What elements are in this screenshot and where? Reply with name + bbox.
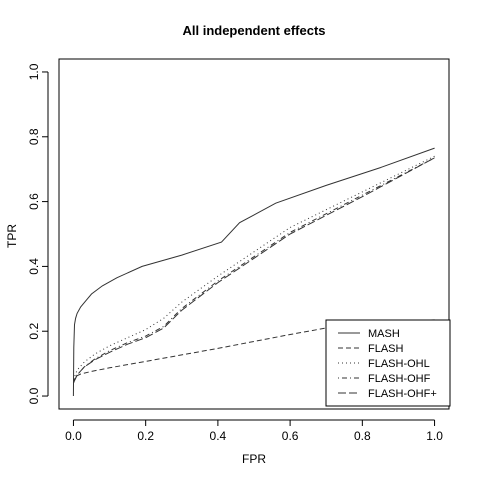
legend-label: FLASH-OHF+ (368, 388, 437, 400)
x-tick-label: 0.2 (137, 429, 154, 443)
chart-title: All independent effects (182, 23, 325, 38)
legend-label: MASH (368, 328, 400, 340)
y-axis-title: TPR (5, 224, 19, 248)
y-tick-label: 0.4 (27, 258, 41, 275)
plot-layer: 0.0 0.2 0.4 0.6 0.8 1.0 0.0 0.2 0.4 0.6 0.8 1.0 (27, 58, 450, 443)
legend-label: FLASH-OHF (368, 373, 431, 385)
legend-label: FLASH (368, 343, 404, 355)
x-tick-label: 0.4 (210, 429, 227, 443)
x-tick-label: 0.6 (282, 429, 299, 443)
series-line-mash (72, 147, 435, 397)
y-tick-label: 1.0 (27, 63, 41, 80)
legend: MASH FLASH FLASH-OHL FLASH-OHF FLASH-OHF+ (325, 319, 451, 407)
x-tick-label: 1.0 (426, 429, 443, 443)
x-tick-label: 0.8 (354, 429, 371, 443)
plot-frame (58, 58, 450, 410)
series-line-flash (72, 319, 435, 384)
series-line-flash-ohf (72, 157, 435, 384)
y-tick-label: 0.0 (27, 387, 41, 404)
x-axis-title: FPR (242, 452, 266, 466)
series-line-flash-ohl (72, 155, 435, 380)
x-tick-label: 0.0 (65, 429, 82, 443)
legend-label: FLASH-OHL (368, 358, 430, 370)
y-tick-label: 0.8 (27, 128, 41, 145)
y-tick-label: 0.2 (27, 323, 41, 340)
series-line-flash-ohf (72, 157, 435, 384)
y-tick-label: 0.6 (27, 193, 41, 210)
